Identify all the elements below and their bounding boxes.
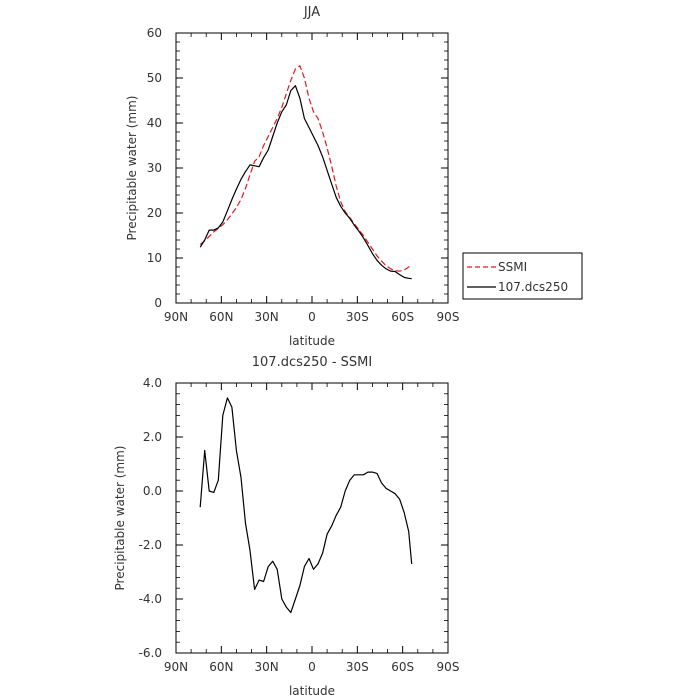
y-tick-label: 20 xyxy=(147,206,162,220)
y-tick-label: -2.0 xyxy=(139,538,162,552)
y-tick-label: 50 xyxy=(147,71,162,85)
x-tick-label: 60S xyxy=(391,310,414,324)
x-tick-label: 30N xyxy=(255,310,279,324)
x-tick-label: 60N xyxy=(209,310,233,324)
y-tick-label: 30 xyxy=(147,161,162,175)
y-tick-label: -4.0 xyxy=(139,592,162,606)
y-axis-label: Precipitable water (mm) xyxy=(125,96,139,241)
y-tick-label: 4.0 xyxy=(143,376,162,390)
x-tick-label: 0 xyxy=(308,310,316,324)
legend: SSMI 107.dcs250 xyxy=(462,252,583,300)
series-line-107-dcs250 xyxy=(199,85,412,280)
y-tick-label: -6.0 xyxy=(139,646,162,660)
x-axis-label: latitude xyxy=(289,334,335,348)
legend-box xyxy=(462,252,583,300)
plot-frame xyxy=(175,32,449,304)
chart-panel-1: 90N 60N 30N 0 30S 60S 90S 0 10 20 30 40 50 60 JJA latit… xyxy=(125,5,583,348)
plot-frame xyxy=(175,382,449,654)
series-line-ssmi xyxy=(199,65,412,272)
x-tick-label: 30S xyxy=(346,310,369,324)
x-tick-label: 30S xyxy=(346,660,369,674)
x-tick-label: 0 xyxy=(308,660,316,674)
y-tick-label: 10 xyxy=(147,251,162,265)
y-axis-label: Precipitable water (mm) xyxy=(113,446,127,591)
y-tick-label: 60 xyxy=(147,26,162,40)
chart-panel-2: 90N 60N 30N 0 30S 60S 90S -6.0 -4.0 -2.0 0.0 2.0 4.0… xyxy=(113,355,459,698)
legend-label: SSMI xyxy=(498,260,527,274)
chart-title: JJA xyxy=(303,5,320,20)
x-tick-label: 90N xyxy=(164,660,188,674)
x-axis-label: latitude xyxy=(289,684,335,698)
x-tick-label: 60N xyxy=(209,660,233,674)
y-tick-label: 0.0 xyxy=(143,484,162,498)
x-tick-label: 90N xyxy=(164,310,188,324)
chart-title: 107.dcs250 - SSMI xyxy=(252,355,372,370)
series-line-difference xyxy=(199,397,413,614)
x-tick-label: 90S xyxy=(437,660,460,674)
x-tick-label: 30N xyxy=(255,660,279,674)
y-tick-label: 2.0 xyxy=(143,430,162,444)
legend-label: 107.dcs250 xyxy=(498,280,568,294)
x-tick-label: 90S xyxy=(437,310,460,324)
y-tick-label: 0 xyxy=(154,296,162,310)
y-tick-label: 40 xyxy=(147,116,162,130)
x-tick-label: 60S xyxy=(391,660,414,674)
